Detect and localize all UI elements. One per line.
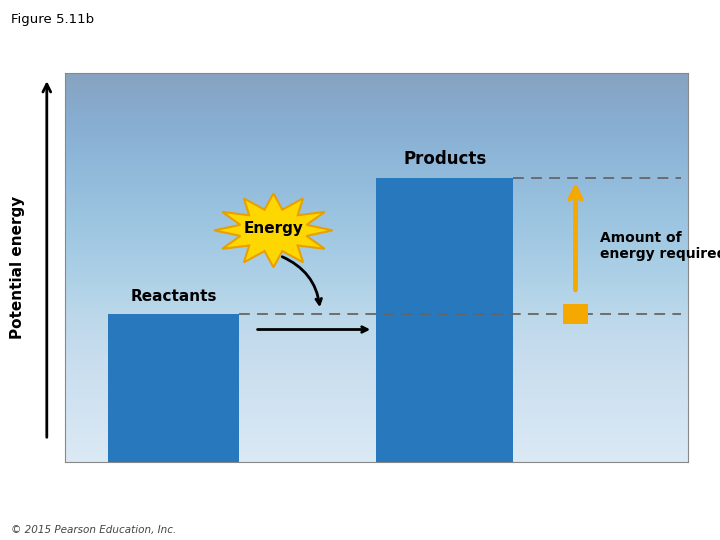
Bar xyxy=(563,304,588,323)
Text: Figure 5.11b: Figure 5.11b xyxy=(11,14,94,26)
Text: Energy: Energy xyxy=(243,221,303,236)
Text: Reactants: Reactants xyxy=(130,289,217,304)
Text: © 2015 Pearson Education, Inc.: © 2015 Pearson Education, Inc. xyxy=(11,524,176,535)
Text: Amount of
energy required: Amount of energy required xyxy=(600,231,720,261)
Bar xyxy=(109,314,239,462)
Bar xyxy=(377,178,513,462)
Polygon shape xyxy=(215,193,333,267)
Text: Products: Products xyxy=(403,150,486,168)
Text: Potential energy: Potential energy xyxy=(11,195,25,339)
